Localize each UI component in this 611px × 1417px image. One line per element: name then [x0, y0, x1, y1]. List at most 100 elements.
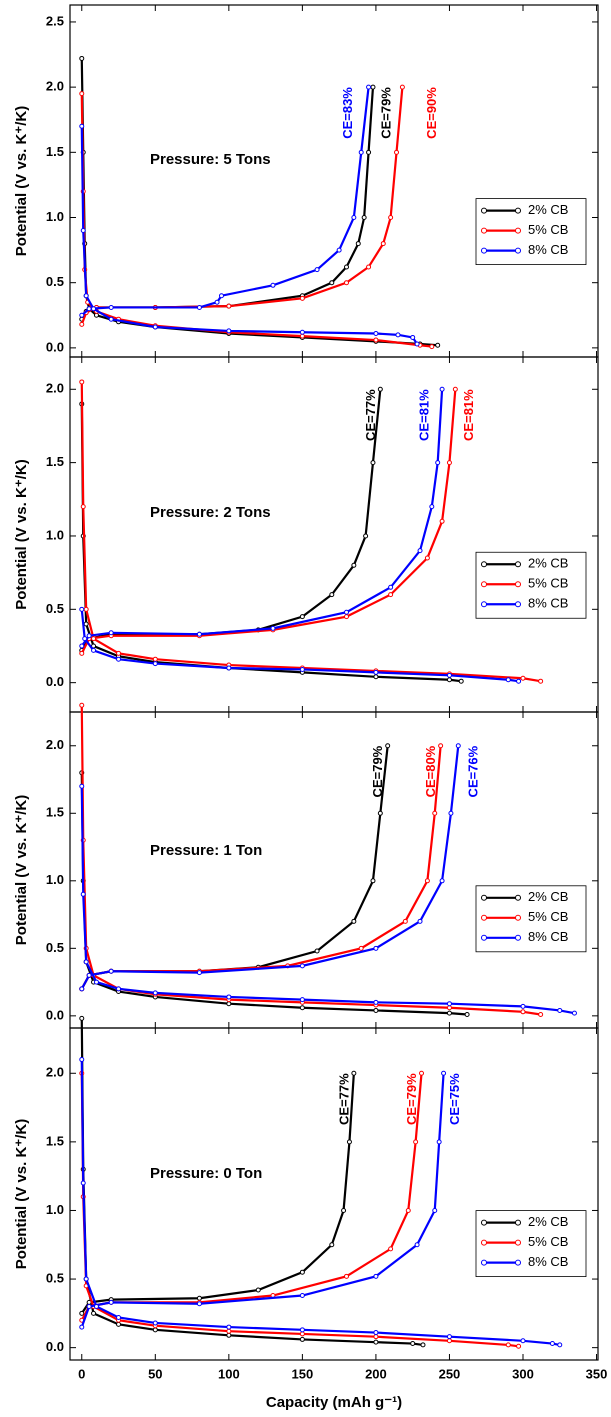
data-point: [152, 990, 158, 996]
y-tick-label: 1.5: [46, 805, 64, 820]
y-axis-label: Potential (V vs. K⁺/K): [13, 1119, 30, 1269]
data-point: [557, 1007, 563, 1013]
data-point: [226, 303, 232, 309]
data-point: [226, 1328, 232, 1334]
data-point: [446, 1001, 452, 1007]
data-point: [86, 306, 92, 312]
data-point: [93, 979, 99, 985]
data-point: [344, 280, 350, 286]
data-point: [410, 334, 416, 340]
data-point: [435, 342, 441, 348]
data-point: [373, 331, 379, 337]
legend-marker: [481, 1219, 487, 1226]
data-point: [299, 614, 305, 620]
data-point: [344, 609, 350, 615]
data-point: [366, 149, 372, 155]
data-point: [270, 625, 276, 631]
data-point: [351, 562, 357, 568]
data-point: [79, 606, 85, 612]
data-point: [116, 1321, 122, 1327]
data-point: [86, 1303, 92, 1309]
x-axis-label: Capacity (mAh g⁻¹): [266, 1394, 402, 1411]
legend-marker: [481, 1259, 487, 1266]
data-point: [388, 1246, 394, 1252]
y-tick-label: 0.0: [46, 1007, 64, 1022]
data-point: [299, 997, 305, 1003]
data-point: [299, 1005, 305, 1011]
data-point: [520, 1338, 526, 1344]
data-point: [79, 1015, 85, 1021]
data-point: [516, 678, 522, 684]
plot-frame: [69, 711, 599, 1029]
annotation: Pressure: 1 Ton: [150, 842, 262, 859]
data-point: [83, 606, 89, 612]
data-point: [413, 1139, 419, 1145]
data-point: [341, 1207, 347, 1213]
data-point: [299, 1331, 305, 1337]
legend-label: 8% CB: [528, 596, 568, 611]
series-line: [80, 389, 519, 683]
legend-marker: [481, 934, 487, 941]
series-line: [80, 87, 419, 345]
data-point: [108, 630, 114, 636]
data-point: [439, 518, 445, 524]
data-point: [358, 945, 364, 951]
data-point: [82, 636, 88, 642]
data-point: [439, 878, 445, 884]
annotation: Pressure: 2 Tons: [150, 504, 271, 521]
data-point: [79, 650, 85, 656]
y-tick-label: 2.0: [46, 1065, 64, 1080]
annotation: Pressure: 5 Tons: [150, 151, 271, 168]
data-point: [83, 293, 89, 299]
data-point: [351, 215, 357, 221]
data-point: [79, 91, 85, 97]
legend-label: 8% CB: [528, 242, 568, 257]
annotation: Pressure: 0 Ton: [150, 1165, 262, 1182]
y-tick-label: 0.0: [46, 1339, 64, 1354]
data-point: [505, 677, 511, 683]
legend-marker: [515, 207, 521, 214]
data-point: [83, 1276, 89, 1282]
ce-label: CE=77%: [363, 389, 378, 441]
data-point: [373, 945, 379, 951]
legend-marker: [481, 601, 487, 608]
data-point: [520, 1009, 526, 1015]
legend-marker: [481, 207, 487, 214]
legend-label: 5% CB: [528, 1234, 568, 1249]
data-point: [377, 810, 383, 816]
legend-marker: [481, 1239, 487, 1246]
y-axis-label: Potential (V vs. K⁺/K): [13, 459, 30, 609]
data-point: [373, 1339, 379, 1345]
data-point: [516, 1343, 522, 1349]
data-point: [218, 293, 224, 299]
data-point: [79, 123, 85, 129]
data-point: [196, 970, 202, 976]
data-point: [505, 1342, 511, 1348]
data-point: [373, 999, 379, 1005]
data-point: [370, 878, 376, 884]
data-point: [373, 1007, 379, 1013]
series-line: [80, 745, 575, 1015]
y-tick-label: 2.0: [46, 381, 64, 396]
data-point: [79, 702, 85, 708]
data-point: [226, 328, 232, 334]
legend-marker: [481, 914, 487, 921]
data-point: [417, 548, 423, 554]
x-tick-label: 0: [78, 1366, 85, 1381]
data-point: [299, 295, 305, 301]
legend-marker: [515, 1239, 521, 1246]
data-point: [226, 1001, 232, 1007]
ce-label: CE=77%: [336, 1073, 351, 1125]
legend-marker: [515, 227, 521, 234]
data-point: [299, 963, 305, 969]
y-tick-label: 1.0: [46, 1202, 64, 1217]
legend-marker: [481, 894, 487, 901]
x-tick-label: 100: [218, 1366, 240, 1381]
data-point: [373, 1273, 379, 1279]
ce-label: CE=76%: [466, 745, 481, 797]
ce-label: CE=81%: [461, 389, 476, 441]
data-point: [79, 1324, 85, 1330]
data-point: [91, 1310, 97, 1316]
data-point: [370, 84, 376, 90]
legend-label: 8% CB: [528, 1254, 568, 1269]
